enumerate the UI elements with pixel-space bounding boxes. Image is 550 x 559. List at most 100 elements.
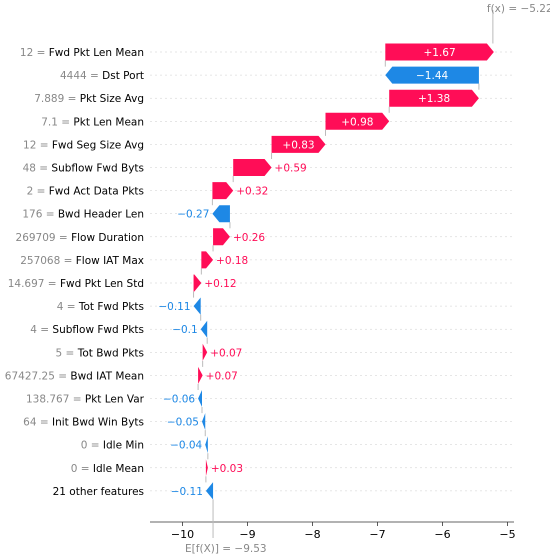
bar-value-label: +0.07 bbox=[206, 370, 238, 382]
feature-value: 12 = bbox=[23, 139, 52, 151]
bar-value-label: −0.11 bbox=[171, 486, 203, 498]
bar-value-label: −0.27 bbox=[177, 209, 209, 221]
bar-value-label: +0.32 bbox=[236, 186, 268, 198]
x-tick-label: −6 bbox=[434, 528, 450, 541]
feature-value: 48 = bbox=[23, 163, 52, 175]
feature-label: 176 = Bwd Header Len bbox=[22, 209, 144, 221]
feature-label: 14.697 = Fwd Pkt Len Std bbox=[8, 278, 144, 290]
feature-label: 257068 = Flow IAT Max bbox=[20, 255, 144, 267]
feature-label: 4 = Tot Fwd Pkts bbox=[57, 301, 144, 313]
feature-value: 176 = bbox=[22, 209, 58, 221]
feature-name: 21 other features bbox=[53, 486, 144, 498]
contribution-bar bbox=[385, 66, 479, 84]
feature-label: 138.767 = Pkt Len Var bbox=[26, 394, 145, 406]
contribution-bar bbox=[325, 112, 390, 130]
feature-name: Subflow Fwd Byts bbox=[51, 163, 144, 175]
bar-value-label: +0.03 bbox=[211, 463, 243, 475]
bar-value-label: +0.98 bbox=[341, 116, 373, 128]
feature-label: 7.889 = Pkt Size Avg bbox=[34, 93, 144, 105]
bar-value-label: +1.38 bbox=[418, 93, 450, 105]
contribution-bar bbox=[205, 482, 214, 500]
feature-name: Subflow Fwd Pkts bbox=[52, 324, 144, 336]
feature-label: 64 = Init Bwd Win Byts bbox=[23, 417, 144, 429]
bar-value-label: −1.44 bbox=[416, 70, 448, 82]
feature-value: 12 = bbox=[20, 47, 49, 59]
x-axis: −10 −9 −8 −7 −6 −5 bbox=[150, 521, 516, 541]
feature-value: 7.1 = bbox=[41, 116, 73, 128]
contribution-bar bbox=[205, 436, 208, 454]
contribution-bar bbox=[271, 135, 326, 153]
feature-label: 4444 = Dst Port bbox=[60, 70, 144, 82]
contribution-bar bbox=[389, 89, 479, 107]
feature-name: Pkt Len Var bbox=[85, 394, 145, 406]
contribution-bar bbox=[198, 366, 203, 384]
bar-value-label: −0.06 bbox=[163, 394, 195, 406]
feature-value: 0 = bbox=[81, 440, 103, 452]
feature-name: Fwd Pkt Len Mean bbox=[49, 47, 144, 59]
contribution-bar bbox=[193, 274, 202, 292]
feature-name: Bwd IAT Mean bbox=[70, 370, 144, 382]
feature-label: 0 = Idle Min bbox=[81, 440, 144, 452]
feature-value: 138.767 = bbox=[26, 394, 85, 406]
x-tick-label: −10 bbox=[171, 528, 194, 541]
contribution-bar bbox=[202, 413, 206, 431]
bar-value-label: −0.1 bbox=[172, 324, 198, 336]
feature-value: 257068 = bbox=[20, 255, 76, 267]
feature-name: Bwd Header Len bbox=[58, 209, 144, 221]
feature-label: 269709 = Flow Duration bbox=[16, 232, 144, 244]
feature-name: Tot Fwd Pkts bbox=[78, 301, 144, 313]
feature-label: 7.1 = Pkt Len Mean bbox=[41, 116, 144, 128]
feature-label: 5 = Tot Bwd Pkts bbox=[56, 347, 144, 359]
contribution-bar bbox=[193, 297, 201, 315]
bar-value-label: +0.12 bbox=[204, 278, 236, 290]
feature-value: 5 = bbox=[56, 347, 78, 359]
x-tick-label: −7 bbox=[369, 528, 385, 541]
feature-name: Flow IAT Max bbox=[76, 255, 144, 267]
bar-value-label: −0.04 bbox=[170, 440, 202, 452]
feature-name: Idle Mean bbox=[93, 463, 144, 475]
feature-value: 4 = bbox=[30, 324, 52, 336]
feature-label: 4 = Subflow Fwd Pkts bbox=[30, 324, 144, 336]
feature-name: Pkt Size Avg bbox=[80, 93, 144, 105]
contribution-bar bbox=[213, 228, 230, 246]
feature-value: 14.697 = bbox=[8, 278, 60, 290]
feature-value: 4444 = bbox=[60, 70, 102, 82]
x-tick-label: −5 bbox=[499, 528, 515, 541]
feature-label: 12 = Fwd Seg Size Avg bbox=[23, 139, 144, 151]
feature-value: 2 = bbox=[27, 186, 49, 198]
feature-value: 67427.25 = bbox=[5, 370, 71, 382]
feature-name: Fwd Act Data Pkts bbox=[49, 186, 144, 198]
feature-label: 2 = Fwd Act Data Pkts bbox=[27, 186, 144, 198]
feature-label: 0 = Idle Mean bbox=[71, 463, 144, 475]
feature-name: Pkt Len Mean bbox=[73, 116, 144, 128]
contribution-bar bbox=[201, 251, 214, 269]
bar-connectors bbox=[193, 60, 480, 483]
feature-value: 269709 = bbox=[16, 232, 72, 244]
contribution-bar bbox=[205, 459, 208, 477]
feature-name: Idle Min bbox=[103, 440, 144, 452]
feature-value: 0 = bbox=[71, 463, 93, 475]
feature-label: 21 other features bbox=[53, 486, 144, 498]
feature-name: Fwd Seg Size Avg bbox=[52, 139, 144, 151]
annotations: f(x) = −5.225 E[f(X)] = −9.53 bbox=[185, 3, 550, 555]
contribution-bar bbox=[233, 159, 272, 176]
feature-name: Tot Bwd Pkts bbox=[77, 347, 144, 359]
bar-value-label: −0.11 bbox=[158, 301, 190, 313]
contribution-labels: +1.67 −1.44 +1.38 +0.98 +0.83 +0.59 +0.32 −0.27… bbox=[158, 47, 455, 498]
contribution-bar bbox=[212, 205, 230, 223]
feature-value: 4 = bbox=[57, 301, 79, 313]
ex-annotation: E[f(X)] = −9.53 bbox=[185, 543, 267, 555]
contribution-bar bbox=[212, 182, 234, 200]
bar-value-label: +0.18 bbox=[216, 255, 248, 267]
feature-value: 64 = bbox=[23, 417, 52, 429]
feature-name: Flow Duration bbox=[71, 232, 144, 244]
bar-value-label: +0.07 bbox=[210, 347, 242, 359]
x-tick-label: −8 bbox=[304, 528, 320, 541]
bar-value-label: +0.26 bbox=[233, 232, 265, 244]
bar-value-label: +1.67 bbox=[423, 47, 455, 59]
feature-label: 12 = Fwd Pkt Len Mean bbox=[20, 47, 144, 59]
feature-name: Dst Port bbox=[102, 70, 144, 82]
x-tick-label: −9 bbox=[239, 528, 255, 541]
bar-value-label: +0.83 bbox=[282, 139, 314, 151]
